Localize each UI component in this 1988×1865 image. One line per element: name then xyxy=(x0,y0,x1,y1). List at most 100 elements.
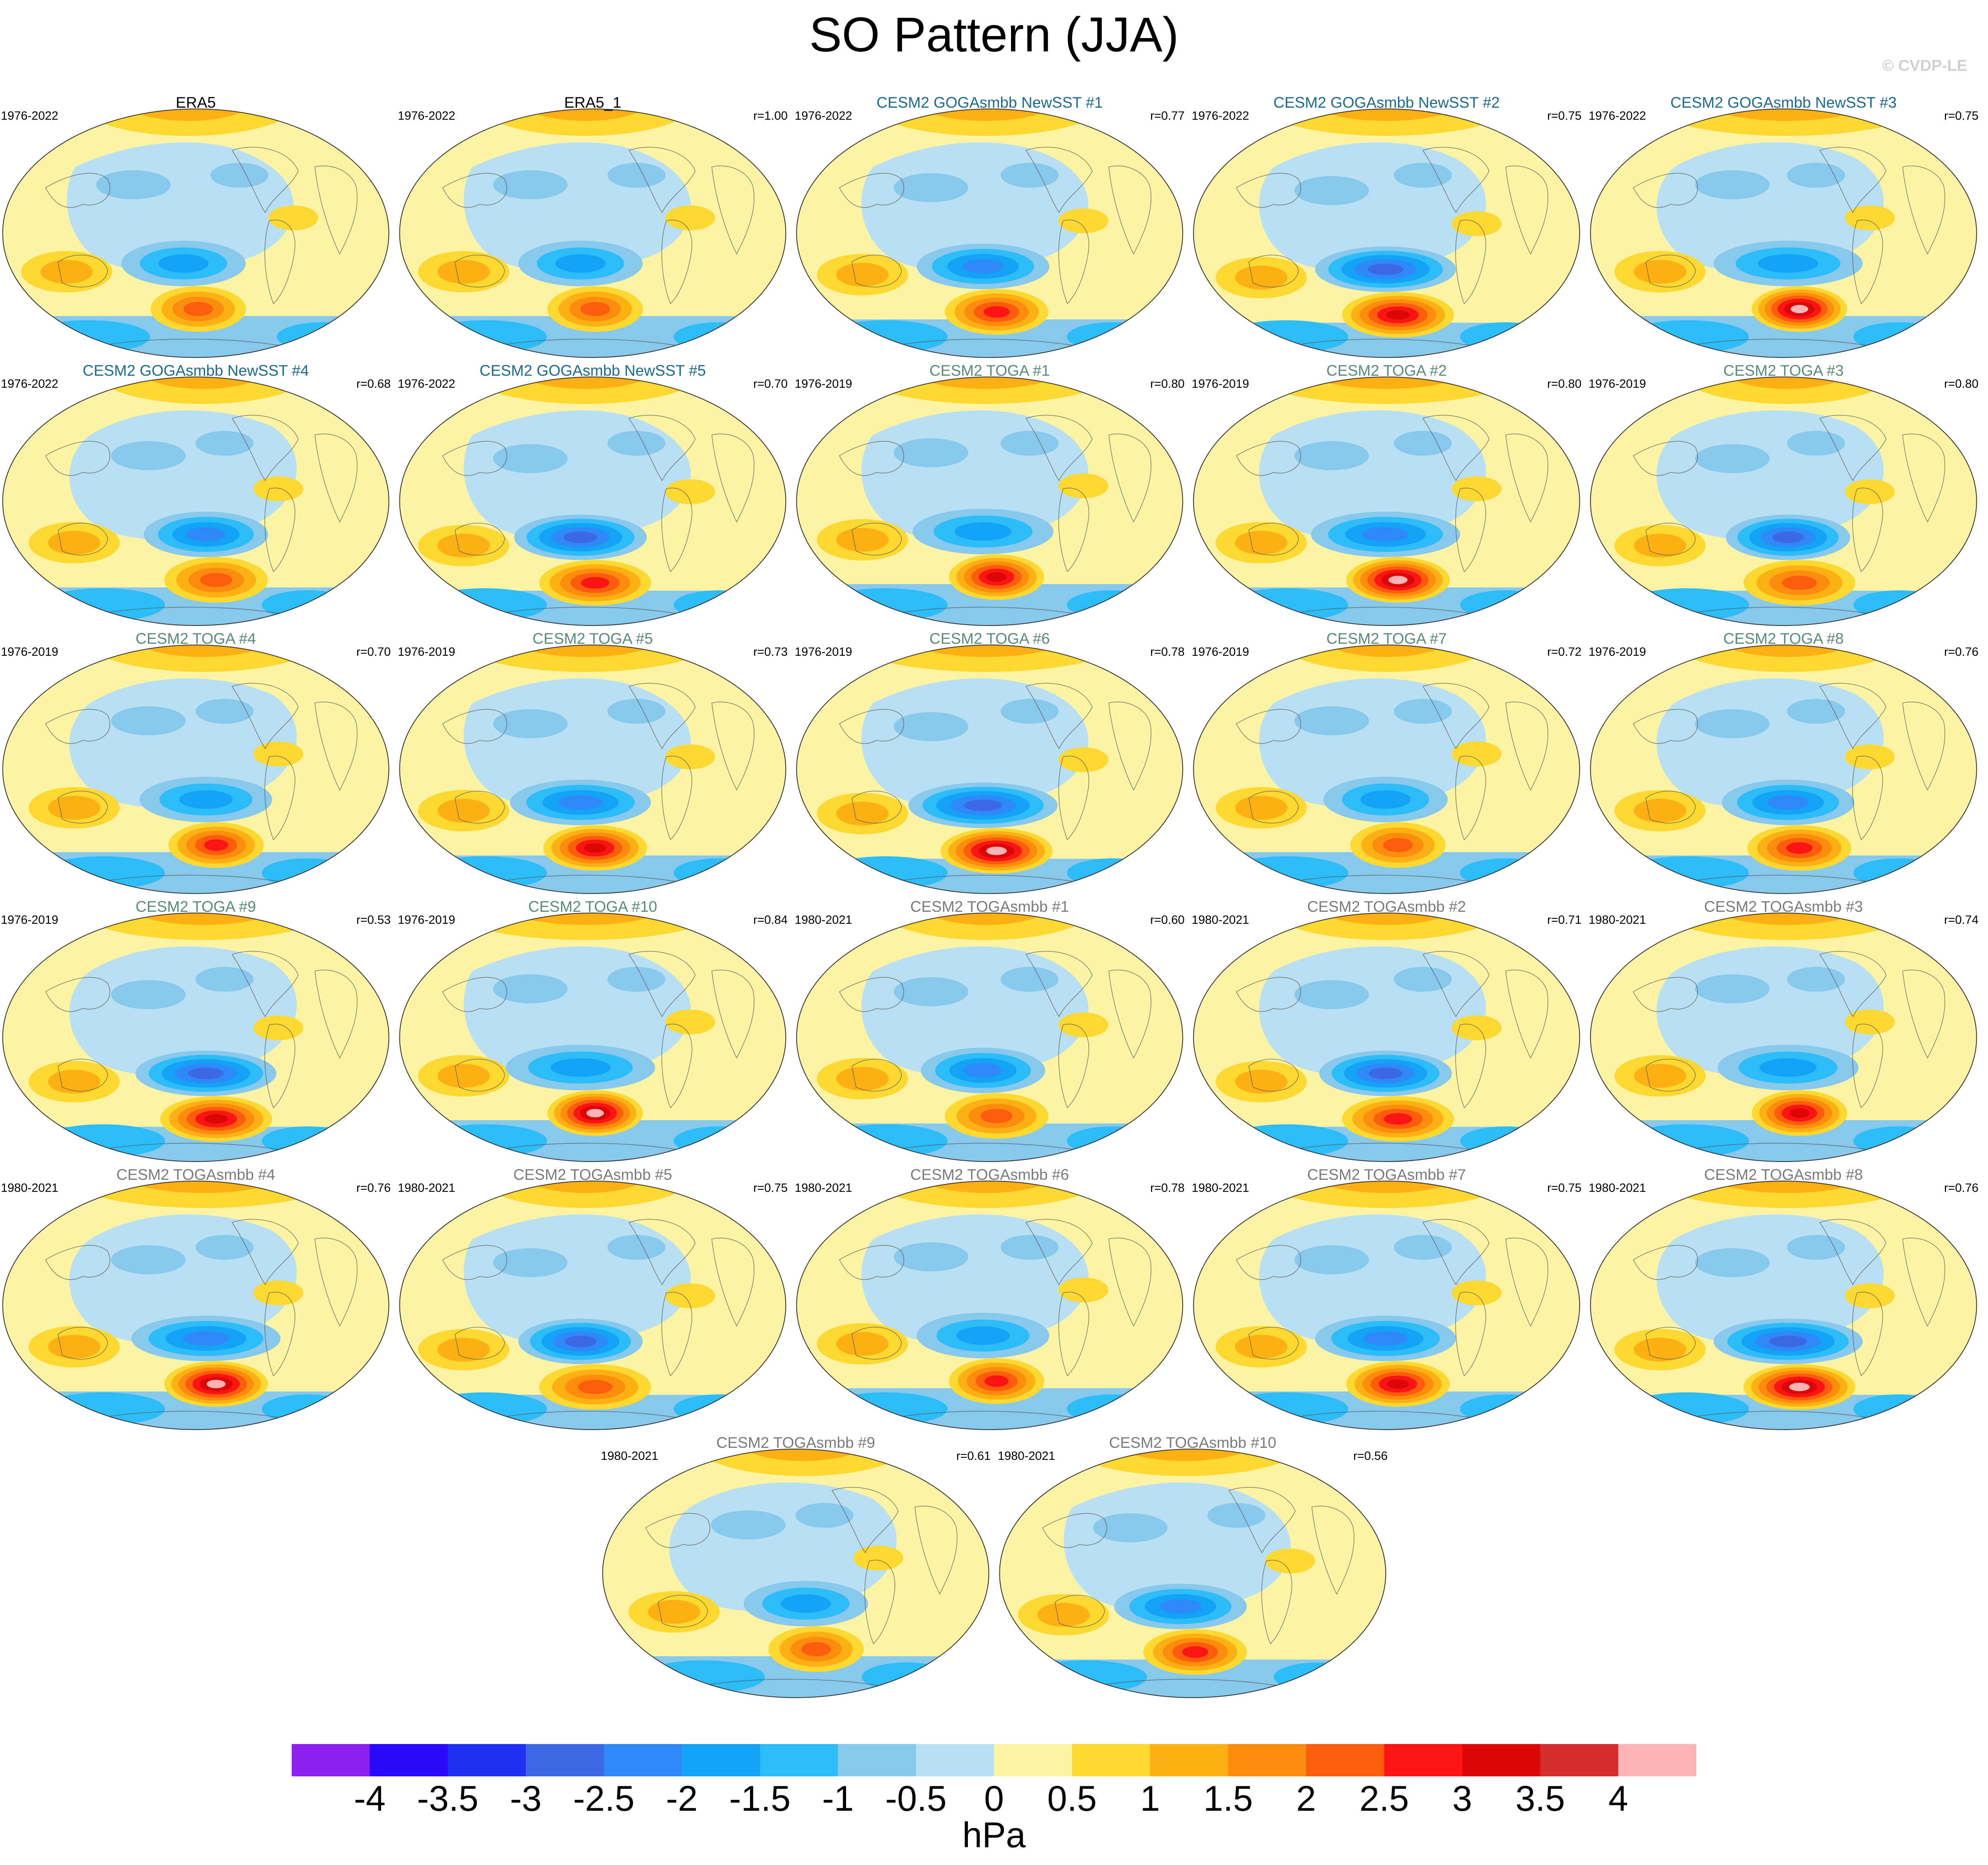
panel-title: CESM2 TOGAsmbb #1 xyxy=(910,898,1069,915)
australia-positive-contour-2 xyxy=(1634,534,1686,558)
north-negative-contour-1 xyxy=(1787,163,1845,188)
australia-positive-contour-2 xyxy=(1235,796,1288,820)
arctic-high-contour-1 xyxy=(874,913,1098,940)
colorbar-box xyxy=(447,1744,526,1776)
panel-title: CESM2 TOGA #2 xyxy=(1326,362,1447,379)
panel-years: 1980-2021 xyxy=(998,1449,1055,1463)
atlantic-positive-contour-1 xyxy=(1059,1012,1108,1037)
atlantic-positive-contour-1 xyxy=(665,205,715,230)
midlat-negative-contour-1 xyxy=(493,444,568,473)
colorbar-tick-label: 1 xyxy=(1140,1779,1160,1819)
field xyxy=(399,109,786,358)
panel-title: CESM2 GOGAsmbb NewSST #3 xyxy=(1670,94,1897,111)
panel-title: CESM2 TOGAsmbb #8 xyxy=(1704,1166,1863,1183)
panel-pattern-correlation: r=0.75 xyxy=(1547,1181,1582,1195)
colorbar-box xyxy=(994,1744,1072,1776)
southern-high-contour-5 xyxy=(984,1375,1009,1387)
southern-high-contour-7 xyxy=(1388,575,1408,585)
arctic-high-contour-1 xyxy=(863,1181,1108,1208)
panel-years: 1980-2021 xyxy=(795,913,852,927)
map-border xyxy=(1590,645,1977,894)
map-panel: CESM2 TOGAsmbb #9 1980-2021 r=0.61 xyxy=(600,1433,992,1703)
panel-title: CESM2 GOGAsmbb NewSST #2 xyxy=(1273,94,1500,111)
southern-negative-east-contour-1 xyxy=(862,1662,953,1691)
southern-negative-east-contour-1 xyxy=(1853,1394,1944,1423)
map-panel: CESM2 GOGAsmbb NewSST #5 1976-2022 r=0.70 xyxy=(397,361,788,631)
arctic-high-contour-1 xyxy=(81,645,326,672)
field xyxy=(1590,645,1977,894)
field xyxy=(1193,913,1580,1162)
coastlines xyxy=(1236,951,1548,1152)
panel-pattern-correlation: r=0.75 xyxy=(753,1181,788,1195)
pacific-low-contour-4 xyxy=(183,1331,229,1346)
coastlines xyxy=(839,1219,1151,1420)
field xyxy=(1193,377,1580,626)
north-negative-contour-1 xyxy=(1787,431,1845,456)
panel-years: 1980-2021 xyxy=(601,1449,658,1463)
map-border xyxy=(1193,645,1580,894)
coastlines xyxy=(442,415,755,616)
map-panel: ERA5_1 1976-2022 r=1.00 xyxy=(397,93,788,362)
map-panel: CESM2 TOGAsmbb #5 1980-2021 r=0.75 xyxy=(397,1165,788,1435)
north-negative-contour-1 xyxy=(196,1235,254,1260)
colorbar-tick-label: -1.5 xyxy=(729,1779,791,1819)
colorbar-box xyxy=(1150,1744,1229,1776)
southern-negative-west-contour-1 xyxy=(41,1392,165,1425)
map-plot xyxy=(399,377,786,626)
map-plot xyxy=(1590,1181,1977,1430)
panel-years: 1980-2021 xyxy=(1,1181,58,1195)
map-border xyxy=(602,1449,989,1698)
southern-negative-west-contour-1 xyxy=(823,1124,948,1157)
pacific-low-contour-3 xyxy=(956,1326,1010,1345)
southern-negative-west-contour-1 xyxy=(1224,1124,1348,1157)
north-negative-contour-1 xyxy=(1001,1235,1059,1260)
pacific-low-contour-5 xyxy=(1368,263,1403,275)
pacific-low-contour-4 xyxy=(559,795,602,810)
australia-positive-contour-2 xyxy=(1634,1064,1686,1088)
map-plot xyxy=(999,1449,1386,1698)
field xyxy=(399,1181,786,1430)
colorbar-tick-label: 0 xyxy=(984,1779,1004,1819)
southern-negative-west-contour-1 xyxy=(1224,588,1348,621)
atlantic-positive-contour-1 xyxy=(665,1010,715,1034)
midlat-negative-contour-1 xyxy=(1294,441,1369,470)
panel-pattern-correlation: r=0.60 xyxy=(1150,913,1185,927)
panel-years: 1980-2021 xyxy=(1192,1181,1249,1195)
midlat-negative-contour-1 xyxy=(96,170,171,199)
panel-title: CESM2 TOGA #9 xyxy=(135,898,256,915)
australia-positive-contour-2 xyxy=(1235,1335,1288,1359)
field xyxy=(1590,109,1977,358)
coastlines xyxy=(1632,1219,1945,1420)
colorbar-box xyxy=(292,1744,370,1776)
southern-high-contour-4 xyxy=(580,302,610,316)
arctic-high-contour-1 xyxy=(691,1449,915,1476)
midlat-negative-contour-1 xyxy=(894,1242,968,1271)
southern-high-contour-4 xyxy=(980,1109,1013,1123)
southern-negative-west-contour-1 xyxy=(423,588,547,621)
southern-negative-west-contour-1 xyxy=(1625,856,1749,889)
australia-positive-contour-2 xyxy=(1235,1070,1288,1094)
southern-high-contour-4 xyxy=(200,573,232,587)
map-plot xyxy=(2,377,389,626)
panel-pattern-correlation: r=0.76 xyxy=(1944,1181,1978,1195)
panel-title: CESM2 TOGAsmbb #9 xyxy=(716,1434,875,1451)
pacific-low-contour-4 xyxy=(1160,1599,1201,1614)
arctic-high-contour-1 xyxy=(91,377,315,404)
coastlines xyxy=(1236,683,1548,884)
midlat-negative-contour-1 xyxy=(894,173,968,202)
midlat-negative-contour-1 xyxy=(111,1245,186,1274)
southern-negative-east-contour-1 xyxy=(262,858,353,887)
map-plot xyxy=(2,913,389,1162)
atlantic-positive-contour-1 xyxy=(854,1546,903,1570)
australia-positive-contour-2 xyxy=(836,802,889,826)
colorbar-box xyxy=(682,1744,760,1776)
north-negative-contour-1 xyxy=(1001,163,1059,188)
map-panel: CESM2 TOGAsmbb #1 1980-2021 r=0.60 xyxy=(794,897,1185,1167)
map-border xyxy=(1590,377,1977,626)
coastlines xyxy=(45,1219,358,1420)
map-border xyxy=(999,1449,1386,1698)
panel-title: CESM2 TOGA #8 xyxy=(1723,630,1844,647)
panel-title: CESM2 GOGAsmbb NewSST #1 xyxy=(876,94,1103,111)
southern-negative-west-contour-1 xyxy=(1023,1660,1147,1693)
panel-title: CESM2 GOGAsmbb NewSST #4 xyxy=(82,362,309,379)
